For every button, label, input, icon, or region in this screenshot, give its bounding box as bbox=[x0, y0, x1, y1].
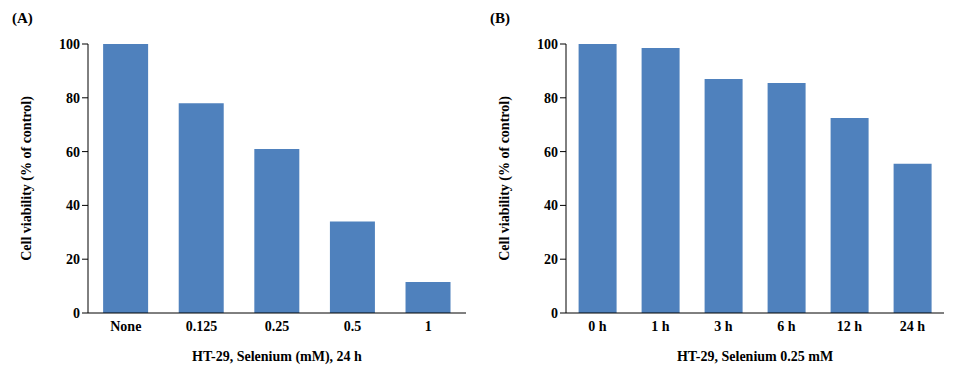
html-text:(B): (B) bbox=[490, 10, 510, 26]
svg-text:6 h: 6 h bbox=[777, 319, 796, 334]
svg-text:80: 80 bbox=[544, 91, 558, 106]
html-text:(A): (A) bbox=[12, 10, 33, 26]
svg-text:80: 80 bbox=[66, 91, 80, 106]
svg-text:1: 1 bbox=[425, 319, 432, 334]
svg-text:0: 0 bbox=[551, 306, 558, 321]
svg-text:None: None bbox=[110, 319, 141, 334]
svg-text:100: 100 bbox=[537, 37, 558, 52]
svg-text:0.5: 0.5 bbox=[344, 319, 362, 334]
svg-text:60: 60 bbox=[544, 145, 558, 160]
svg-text:1 h: 1 h bbox=[651, 319, 670, 334]
svg-text:40: 40 bbox=[66, 198, 80, 213]
svg-text:3 h: 3 h bbox=[714, 319, 733, 334]
svg-text:100: 100 bbox=[59, 37, 80, 52]
svg-text:0: 0 bbox=[73, 306, 80, 321]
svg-text:0.25: 0.25 bbox=[265, 319, 290, 334]
svg-text:0 h: 0 h bbox=[588, 319, 607, 334]
svg-text:20: 20 bbox=[544, 252, 558, 267]
svg-text:20: 20 bbox=[66, 252, 80, 267]
svg-text:HT-29, Selenium (mM), 24 h: HT-29, Selenium (mM), 24 h bbox=[192, 349, 362, 365]
svg-text:Cell viability (% of control): Cell viability (% of control) bbox=[497, 96, 513, 261]
svg-text:HT-29, Selenium 0.25 mM: HT-29, Selenium 0.25 mM bbox=[677, 349, 833, 364]
svg-text:12 h: 12 h bbox=[837, 319, 863, 334]
svg-text:24 h: 24 h bbox=[900, 319, 926, 334]
svg-text:Cell viability (% of control): Cell viability (% of control) bbox=[19, 96, 35, 261]
svg-text:0.125: 0.125 bbox=[186, 319, 218, 334]
svg-text:40: 40 bbox=[544, 198, 558, 213]
svg-text:60: 60 bbox=[66, 145, 80, 160]
